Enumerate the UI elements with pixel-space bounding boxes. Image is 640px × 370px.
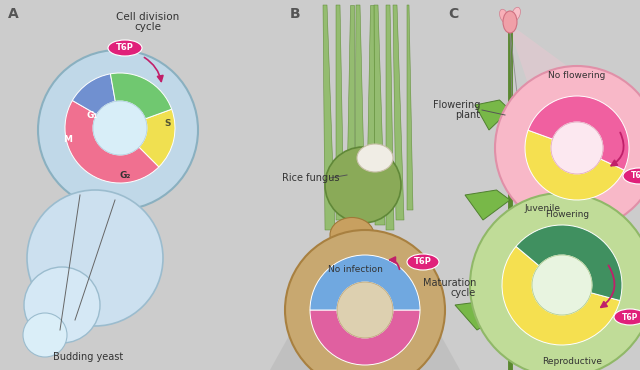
Text: S: S [164, 118, 172, 128]
Text: No flowering: No flowering [548, 71, 605, 80]
Text: T6P: T6P [414, 258, 432, 266]
Text: Maturation: Maturation [422, 278, 476, 288]
Ellipse shape [623, 168, 640, 184]
Polygon shape [455, 300, 510, 330]
Polygon shape [323, 5, 335, 230]
Polygon shape [386, 5, 394, 230]
Ellipse shape [503, 11, 517, 33]
Wedge shape [516, 225, 622, 300]
Wedge shape [528, 96, 629, 170]
Text: Rice fungus: Rice fungus [282, 173, 339, 183]
Wedge shape [65, 101, 159, 183]
Text: T6P: T6P [116, 44, 134, 53]
Wedge shape [72, 74, 115, 114]
Circle shape [495, 66, 640, 230]
Ellipse shape [511, 7, 520, 21]
Polygon shape [346, 5, 354, 215]
Polygon shape [510, 30, 600, 90]
Wedge shape [310, 310, 420, 365]
Ellipse shape [407, 254, 439, 270]
Polygon shape [510, 145, 550, 175]
Text: A: A [8, 7, 19, 21]
Circle shape [470, 193, 640, 370]
Circle shape [38, 50, 198, 210]
Polygon shape [475, 100, 510, 130]
Circle shape [551, 122, 603, 174]
Wedge shape [111, 73, 172, 119]
Text: cycle: cycle [134, 22, 161, 32]
Circle shape [325, 147, 401, 223]
Text: B: B [290, 7, 301, 21]
Text: Cell division: Cell division [116, 12, 180, 22]
Text: cycle: cycle [451, 288, 476, 298]
Polygon shape [393, 5, 404, 220]
Text: Flowering: Flowering [545, 210, 589, 219]
Polygon shape [465, 190, 510, 220]
Polygon shape [407, 5, 413, 210]
Ellipse shape [330, 218, 374, 252]
Polygon shape [336, 5, 344, 220]
Circle shape [93, 101, 147, 155]
Text: G₁: G₁ [86, 111, 98, 121]
Ellipse shape [614, 309, 640, 325]
Wedge shape [310, 255, 420, 310]
Circle shape [24, 267, 100, 343]
Wedge shape [502, 246, 620, 345]
Circle shape [337, 282, 393, 338]
Polygon shape [366, 5, 374, 215]
Circle shape [285, 230, 445, 370]
Text: G₂: G₂ [119, 172, 131, 181]
Polygon shape [270, 262, 460, 370]
Text: No infection: No infection [328, 266, 383, 275]
Polygon shape [510, 240, 560, 270]
Wedge shape [525, 130, 624, 200]
Text: Flowering: Flowering [433, 100, 480, 110]
Text: C: C [448, 7, 458, 21]
Text: Reproductive: Reproductive [542, 357, 602, 366]
Ellipse shape [108, 40, 142, 56]
Text: T6P: T6P [631, 172, 640, 181]
Polygon shape [374, 5, 385, 225]
Text: plant: plant [455, 110, 480, 120]
Circle shape [532, 255, 592, 315]
Text: Budding yeast: Budding yeast [53, 352, 123, 362]
Circle shape [27, 190, 163, 326]
Text: T6P: T6P [622, 313, 638, 322]
Ellipse shape [500, 9, 508, 23]
Text: M: M [63, 135, 72, 145]
Ellipse shape [357, 144, 393, 172]
Ellipse shape [340, 250, 360, 266]
Wedge shape [139, 109, 175, 167]
Text: Juvenile: Juvenile [524, 204, 560, 213]
Polygon shape [355, 5, 365, 210]
Circle shape [23, 313, 67, 357]
